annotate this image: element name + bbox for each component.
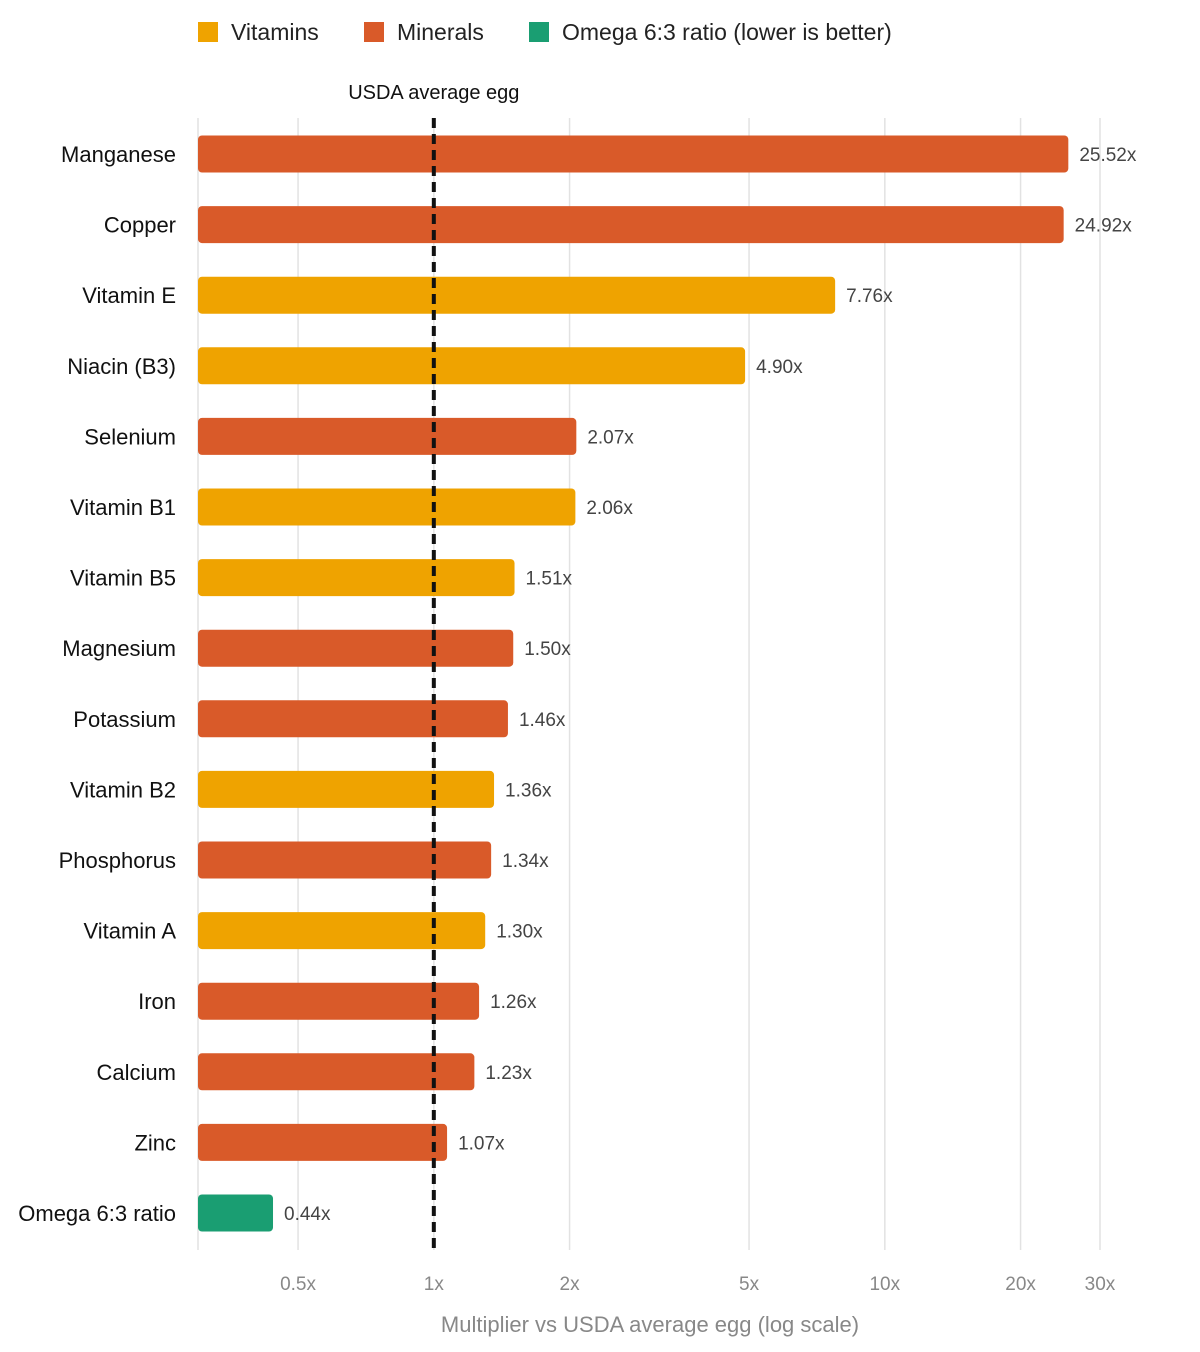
legend-label: Omega 6:3 ratio (lower is better) <box>562 19 892 45</box>
legend-label: Minerals <box>397 19 484 45</box>
value-label: 1.34x <box>502 851 549 872</box>
value-label: 24.92x <box>1075 216 1133 237</box>
bar <box>198 347 746 385</box>
bar-layer <box>198 135 1069 1232</box>
legend-swatch <box>364 22 384 42</box>
value-label: 1.26x <box>490 992 537 1013</box>
category-label: Calcium <box>97 1060 176 1085</box>
bar <box>198 841 492 879</box>
value-label: 2.06x <box>586 498 633 519</box>
legend-swatch <box>198 22 218 42</box>
x-axis-title: Multiplier vs USDA average egg (log scal… <box>441 1312 859 1337</box>
x-tick-label: 30x <box>1085 1274 1116 1295</box>
x-tick-label: 20x <box>1005 1274 1036 1295</box>
bar <box>198 1123 448 1161</box>
category-label: Omega 6:3 ratio <box>18 1201 176 1226</box>
bar <box>198 629 514 667</box>
value-label: 1.23x <box>485 1063 532 1084</box>
bar <box>198 1194 274 1232</box>
category-label: Manganese <box>61 142 176 167</box>
x-tick-label: 10x <box>869 1274 900 1295</box>
value-label: 2.07x <box>587 427 634 448</box>
category-label: Vitamin B5 <box>70 566 176 591</box>
value-label: 4.90x <box>756 357 803 378</box>
bar <box>198 417 577 455</box>
legend-swatch <box>529 22 549 42</box>
label-layer: Manganese 25.52x Copper 24.92x Vitamin E 7.76… <box>18 142 1137 1226</box>
reference-line-label: USDA average egg <box>348 82 519 104</box>
bar <box>198 488 576 526</box>
reference-line-layer: USDA average egg <box>348 82 519 1250</box>
bar <box>198 559 515 597</box>
category-label: Vitamin B1 <box>70 495 176 520</box>
bar <box>198 912 486 950</box>
x-tick-label: 0.5x <box>280 1274 316 1295</box>
category-label: Iron <box>138 989 176 1014</box>
x-tick-label: 2x <box>560 1274 581 1295</box>
category-label: Potassium <box>73 707 176 732</box>
bar <box>198 700 508 738</box>
legend: Vitamins Minerals Omega 6:3 ratio (lower i… <box>198 19 892 45</box>
category-label: Phosphorus <box>59 848 176 873</box>
x-tick-label: 5x <box>739 1274 760 1295</box>
x-tick-label: 1x <box>424 1274 445 1295</box>
category-label: Copper <box>104 213 176 238</box>
value-label: 1.07x <box>458 1133 505 1154</box>
category-label: Vitamin A <box>83 919 176 944</box>
bar <box>198 1053 475 1091</box>
category-label: Selenium <box>84 424 176 449</box>
bar <box>198 982 480 1020</box>
category-label: Niacin (B3) <box>67 354 176 379</box>
category-label: Vitamin B2 <box>70 777 176 802</box>
value-label: 1.36x <box>505 780 552 801</box>
category-label: Zinc <box>134 1130 176 1155</box>
value-label: 1.51x <box>526 569 573 590</box>
bar <box>198 770 495 808</box>
value-label: 7.76x <box>846 286 893 307</box>
bar <box>198 206 1064 244</box>
legend-label: Vitamins <box>231 19 319 45</box>
value-label: 0.44x <box>284 1204 331 1225</box>
bar <box>198 135 1069 173</box>
value-label: 1.46x <box>519 710 566 731</box>
category-label: Vitamin E <box>82 283 176 308</box>
value-label: 1.30x <box>496 922 543 943</box>
value-label: 1.50x <box>524 639 571 660</box>
value-label: 25.52x <box>1079 145 1137 166</box>
category-label: Magnesium <box>62 636 176 661</box>
bar <box>198 276 836 314</box>
